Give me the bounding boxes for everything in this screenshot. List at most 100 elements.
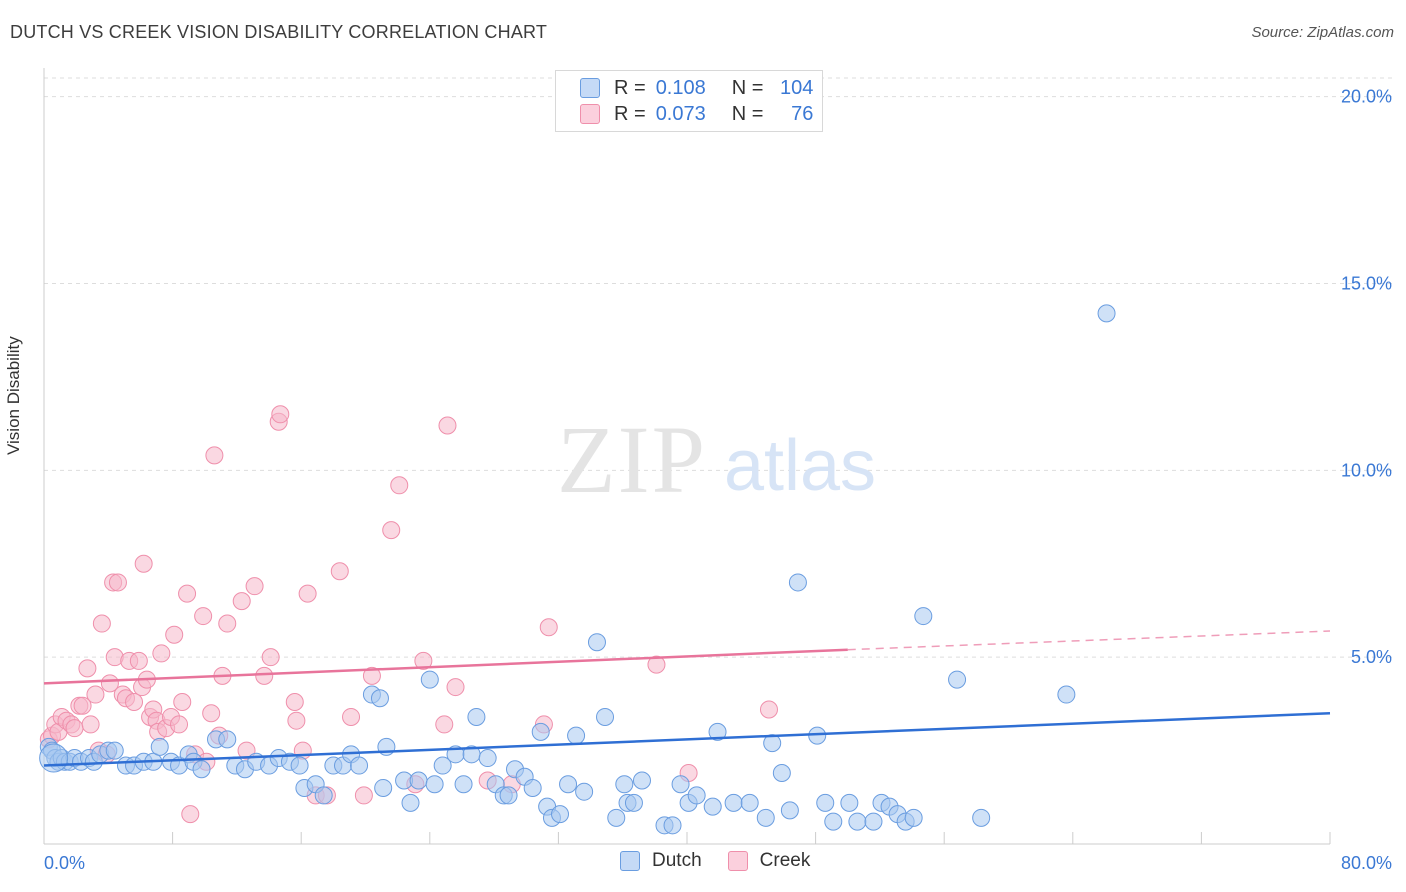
creek-point — [134, 554, 153, 573]
creek-point — [81, 715, 100, 734]
creek-legend-swatch — [727, 851, 748, 871]
creek-point — [152, 644, 171, 663]
creek-trend-line — [43, 648, 848, 685]
dutch-point — [1097, 304, 1116, 323]
grid-lines — [44, 77, 1392, 658]
dutch-point — [687, 786, 706, 805]
dutch-point — [192, 760, 211, 779]
dutch-point — [824, 812, 843, 831]
creek-point — [414, 651, 433, 670]
dutch-point — [772, 764, 791, 783]
creek-n-value: 76 — [791, 102, 814, 125]
dutch-point — [467, 707, 486, 726]
watermark-zip: ZIP — [557, 406, 707, 513]
dutch-point — [218, 730, 237, 749]
dutch-point — [864, 812, 883, 831]
creek-point — [205, 446, 224, 465]
creek-point — [285, 693, 304, 712]
creek-point — [100, 674, 119, 693]
dutch-point — [740, 793, 759, 812]
legend-row-dutch: R = 0.108 N = 104 — [580, 75, 813, 101]
creek-r-label: R = — [614, 102, 646, 125]
creek-point — [129, 651, 148, 670]
dutch-point — [350, 756, 369, 775]
dutch-point — [531, 722, 550, 741]
creek-point — [446, 678, 465, 697]
creek-point — [86, 685, 105, 704]
dutch-point — [632, 771, 651, 790]
dutch-point — [972, 808, 991, 827]
dutch-point — [624, 793, 643, 812]
dutch-point — [708, 722, 727, 741]
correlation-legend: R = 0.108 N = 104 R = 0.073 N = 76 — [555, 70, 823, 132]
creek-point — [245, 577, 264, 596]
legend-item-dutch[interactable]: Dutch — [620, 850, 702, 872]
dutch-legend-swatch — [620, 851, 640, 871]
dutch-point — [290, 756, 309, 775]
creek-point — [173, 693, 192, 712]
dutch-n-label: N = — [731, 76, 764, 99]
axes — [43, 68, 1331, 845]
dutch-point — [1057, 685, 1076, 704]
dutch-trend-line — [43, 711, 1331, 767]
creek-swatch — [580, 104, 600, 124]
dutch-point — [587, 633, 606, 652]
watermark-atlas: atlas — [724, 426, 876, 506]
tick-labels: 5.0% 10.0% 15.0% 20.0% 0.0% 80.0% — [44, 87, 1392, 873]
watermark: ZIP atlas — [557, 406, 876, 513]
dutch-point — [314, 786, 333, 805]
dutch-point — [780, 801, 799, 820]
dutch-point — [425, 775, 444, 794]
dutch-point — [39, 743, 69, 773]
y-tick-label: 15.0% — [1341, 274, 1392, 294]
dutch-point — [374, 778, 393, 797]
trend-lines — [43, 630, 1331, 767]
creek-point — [73, 696, 92, 715]
dutch-point — [904, 808, 923, 827]
creek-point — [390, 476, 409, 495]
dutch-legend-label: Dutch — [652, 850, 702, 871]
dutch-point — [420, 670, 439, 689]
dutch-point — [105, 741, 124, 760]
creek-point — [759, 700, 778, 719]
dutch-point — [409, 771, 428, 790]
dutch-point — [401, 793, 420, 812]
dutch-point — [454, 775, 473, 794]
x-tick-label: 80.0% — [1341, 853, 1392, 873]
creek-point — [298, 584, 317, 603]
dutch-r-value: 0.108 — [655, 76, 706, 99]
legend-item-creek[interactable]: Creek — [727, 850, 810, 872]
creek-point — [65, 719, 84, 738]
creek-point — [261, 648, 280, 667]
dutch-point — [788, 573, 807, 592]
creek-trend-extension — [847, 630, 1331, 651]
creek-point — [342, 707, 361, 726]
creek-point — [362, 666, 381, 685]
creek-point — [92, 614, 111, 633]
dutch-point — [671, 775, 690, 794]
creek-point — [125, 693, 144, 712]
dutch-point — [596, 707, 615, 726]
y-tick-label: 5.0% — [1351, 647, 1392, 667]
dutch-point — [816, 793, 835, 812]
creek-r-value: 0.073 — [655, 102, 706, 125]
y-tick-label: 20.0% — [1341, 87, 1392, 107]
dutch-point — [756, 808, 775, 827]
x-tick-label: 0.0% — [44, 853, 85, 873]
dutch-point — [703, 797, 722, 816]
creek-point — [194, 607, 213, 626]
dutch-point — [724, 793, 743, 812]
dutch-r-label: R = — [614, 76, 646, 99]
dutch-point — [567, 726, 586, 745]
dutch-point — [607, 808, 626, 827]
creek-point — [165, 625, 184, 644]
dutch-point — [523, 778, 542, 797]
legend-row-creek: R = 0.073 N = 76 — [580, 101, 813, 127]
creek-point — [170, 715, 189, 734]
creek-point — [255, 666, 274, 685]
dutch-point — [663, 816, 682, 835]
source-label: Source: ZipAtlas.com — [1251, 24, 1394, 41]
creek-point — [232, 592, 251, 611]
creek-point — [202, 704, 221, 723]
creek-point — [271, 405, 290, 424]
